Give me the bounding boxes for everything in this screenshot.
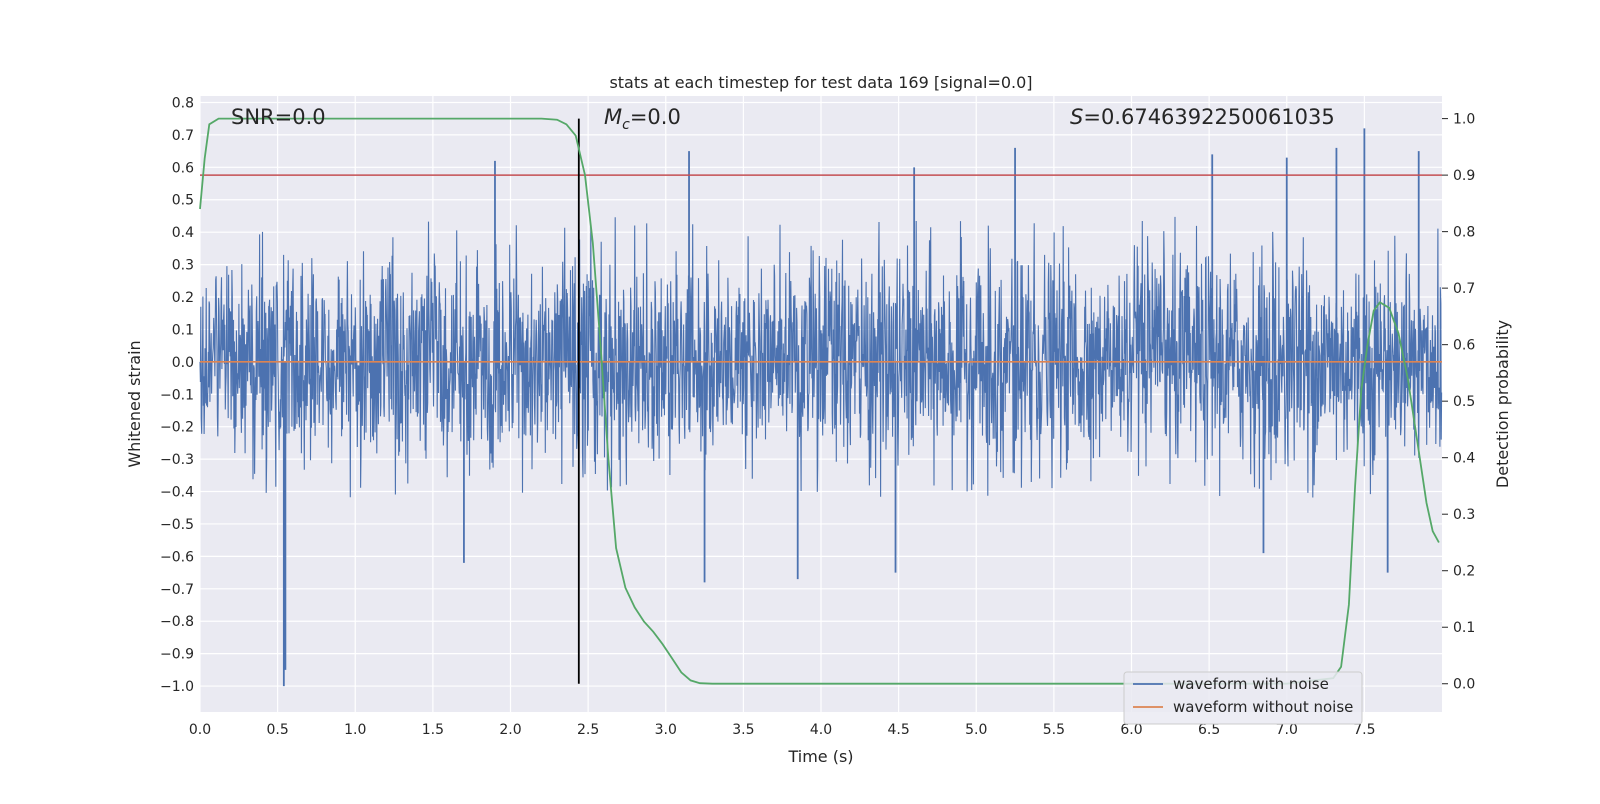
x-tick-label: 3.5	[732, 722, 754, 738]
y-right-tick-label: 0.9	[1453, 168, 1475, 184]
x-tick-label: 4.0	[810, 722, 832, 738]
y-left-tick-label: −0.2	[160, 420, 194, 436]
y-left-axis-label: Whitened strain	[125, 340, 144, 467]
chirp-mass-subscript: c	[622, 117, 630, 133]
x-tick-label: 7.5	[1353, 722, 1375, 738]
x-tick-label: 0.5	[266, 722, 288, 738]
chirp-mass-value: =0.0	[630, 105, 681, 129]
y-left-tick-label: 0.0	[172, 355, 194, 371]
y-right-tick-label: 0.6	[1453, 338, 1475, 354]
legend-label-noise: waveform with noise	[1173, 675, 1329, 693]
y-left-tick-label: −0.1	[160, 387, 194, 403]
y-right-tick-label: 0.7	[1453, 281, 1475, 297]
x-tick-label: 4.5	[887, 722, 909, 738]
x-tick-label: 2.5	[577, 722, 599, 738]
y-left-tick-label: 0.2	[172, 290, 194, 306]
x-axis-ticks: 0.0 0.5 1.0 1.5 2.0 2.5 3.0 3.5 4.0 4.5 5.0 5.5 6.0 6…	[189, 722, 1376, 738]
x-tick-label: 6.5	[1198, 722, 1220, 738]
x-tick-label: 5.0	[965, 722, 987, 738]
score-annotation: S=0.6746392250061035	[1070, 105, 1335, 129]
y-left-tick-label: −0.5	[160, 517, 194, 533]
y-right-axis-label: Detection probability	[1493, 320, 1512, 488]
x-tick-label: 6.0	[1120, 722, 1142, 738]
chirp-mass-annotation: Mc=0.0	[604, 105, 681, 133]
y-right-axis-ticks: 1.0 0.9 0.8 0.7 0.6 0.5 0.4 0.3 0.2 0.1 0.0	[1442, 112, 1475, 693]
y-left-tick-label: −0.9	[160, 647, 194, 663]
y-left-tick-label: 0.5	[172, 193, 194, 209]
snr-annotation: SNR=0.0	[231, 105, 326, 129]
y-left-tick-label: 0.6	[172, 160, 194, 176]
series-detection-probability	[199, 117, 1440, 685]
legend-label-clean: waveform without noise	[1173, 698, 1353, 716]
score-value: =0.6746392250061035	[1083, 105, 1334, 129]
series-waveform-with-noise	[199, 128, 1443, 687]
legend-box	[1123, 671, 1363, 725]
y-left-tick-label: 0.1	[172, 322, 194, 338]
x-tick-label: 0.0	[189, 722, 211, 738]
y-left-tick-label: −0.8	[160, 614, 194, 630]
y-left-tick-label: −0.6	[160, 549, 194, 565]
y-right-tick-label: 0.1	[1453, 620, 1475, 636]
y-left-tick-label: 0.4	[172, 225, 194, 241]
x-tick-label: 1.5	[422, 722, 444, 738]
y-right-tick-label: 0.8	[1453, 225, 1475, 241]
y-left-tick-label: 0.8	[172, 95, 194, 111]
y-right-tick-label: 0.5	[1453, 394, 1475, 410]
y-right-tick-label: 0.2	[1453, 564, 1475, 580]
chart-title: stats at each timestep for test data 169…	[609, 73, 1032, 92]
y-right-tick-label: 1.0	[1453, 112, 1475, 128]
y-right-tick-label: 0.4	[1453, 451, 1475, 467]
legend: waveform with noise waveform without noi…	[1123, 671, 1363, 725]
x-axis-label: Time (s)	[787, 747, 853, 766]
x-tick-label: 7.0	[1276, 722, 1298, 738]
x-tick-label: 5.5	[1043, 722, 1065, 738]
x-tick-label: 1.0	[344, 722, 366, 738]
score-symbol: S	[1070, 105, 1083, 129]
y-left-tick-label: −1.0	[160, 679, 194, 695]
y-left-tick-label: 0.7	[172, 128, 194, 144]
x-tick-label: 2.0	[499, 722, 521, 738]
y-left-tick-label: −0.3	[160, 452, 194, 468]
chirp-mass-symbol: M	[604, 105, 622, 129]
y-left-tick-label: 0.3	[172, 258, 194, 274]
y-left-tick-label: −0.4	[160, 485, 194, 501]
noise-trace	[199, 216, 1443, 498]
y-right-tick-label: 0.3	[1453, 507, 1475, 523]
y-left-tick-label: −0.7	[160, 582, 194, 598]
y-right-tick-label: 0.0	[1453, 677, 1475, 693]
x-tick-label: 3.0	[655, 722, 677, 738]
y-left-axis-ticks: 0.8 0.7 0.6 0.5 0.4 0.3 0.2 0.1 0.0 −0.1 −0.2 −0.3 −…	[160, 95, 194, 695]
